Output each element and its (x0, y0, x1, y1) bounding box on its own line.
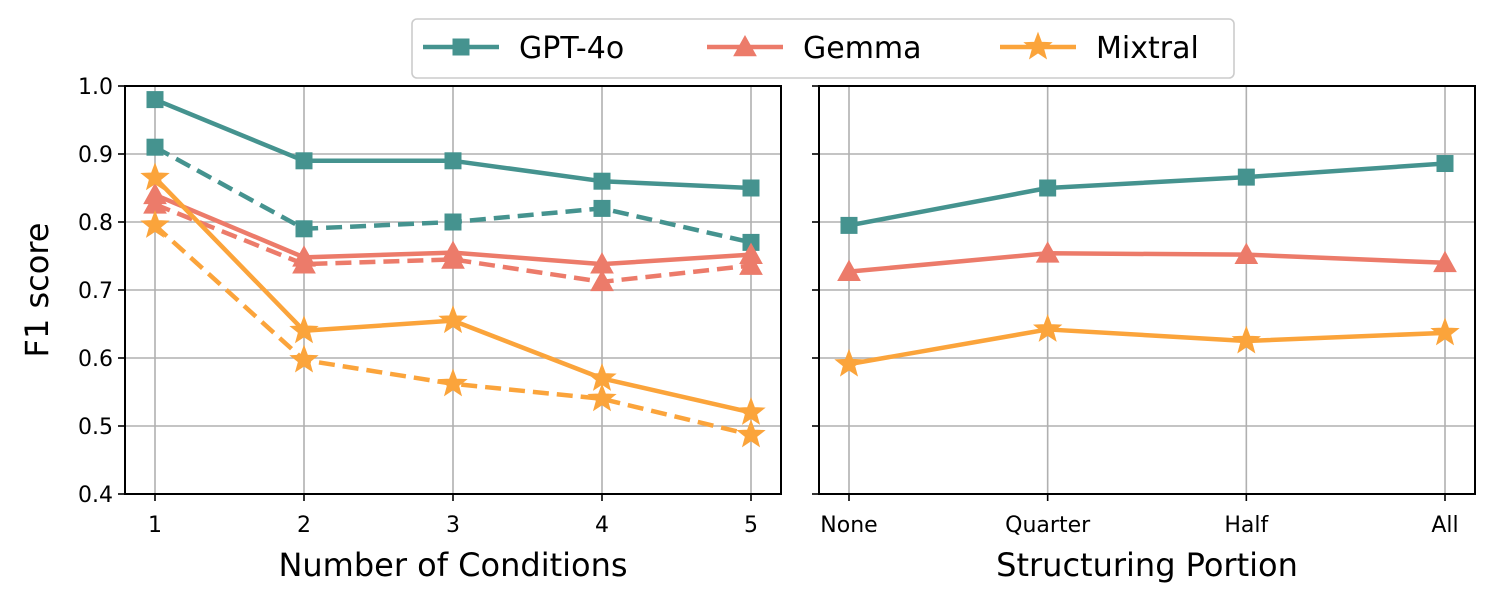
data-point (742, 179, 760, 197)
y-tick-label: 0.4 (78, 483, 113, 508)
x-tick-label-none: None (820, 513, 877, 538)
series-line (848, 161, 1446, 228)
series-gpt-4o-dashed (146, 138, 760, 251)
data-point (587, 383, 617, 412)
series-gemma-solid (837, 241, 1457, 281)
legend-label: Gemma (803, 31, 922, 66)
series-line (848, 327, 1446, 367)
y-tick-label: 0.9 (78, 143, 113, 168)
series-mixtral-dashed (140, 209, 766, 448)
data-point (590, 269, 614, 292)
data-point (1035, 241, 1060, 263)
x-tick-label-2: 2 (297, 513, 311, 538)
series-gemma-dashed (143, 192, 763, 292)
grid (125, 85, 781, 495)
y-tick-label: 0.7 (78, 279, 113, 304)
data-point (837, 259, 861, 281)
x-tick-label-5: 5 (744, 513, 758, 538)
series-mixtral-solid (140, 162, 766, 425)
data-point (1032, 314, 1063, 342)
data-point (292, 252, 316, 274)
legend-label: Mixtral (1096, 31, 1199, 66)
legend-entry-mixtral: Mixtral (1000, 31, 1199, 66)
data-point (295, 152, 313, 170)
data-point (1436, 155, 1454, 173)
series-line (154, 202, 752, 285)
data-point (140, 209, 170, 238)
y-tick-label: 0.6 (78, 347, 113, 372)
data-point (1234, 242, 1259, 264)
data-point (444, 152, 462, 170)
data-point (438, 305, 468, 334)
series-gpt-4o-solid (840, 155, 1454, 234)
x-tick-label-1: 1 (148, 513, 162, 538)
data-point (739, 253, 763, 275)
y-axis-label: F1 score (18, 223, 56, 358)
data-point (736, 396, 766, 425)
series-gpt-4o-solid (146, 91, 760, 197)
x-axis-label-left: Number of Conditions (278, 546, 627, 584)
legend-entry-gpt-4o: GPT-4o (423, 31, 624, 66)
y-tick-label: 0.5 (78, 415, 113, 440)
series-line (848, 251, 1446, 274)
data-point (1430, 317, 1460, 346)
data-point (140, 162, 170, 191)
y-tick-label: 1.0 (78, 75, 113, 100)
y-tick-label: 0.8 (78, 211, 113, 236)
data-point (146, 91, 164, 109)
data-point (438, 368, 468, 397)
legend-label: GPT-4o (519, 31, 624, 66)
data-point (289, 344, 319, 373)
data-point (736, 419, 766, 448)
data-point (289, 315, 319, 344)
panel-structuring-portion: None Quarter Half All (812, 85, 1476, 538)
data-point (1231, 325, 1262, 354)
legend-entry-gemma: Gemma (707, 31, 922, 66)
panel-number-of-conditions: 0.4 0.5 0.6 0.7 0.8 0.9 1.0 1 2 3 4 5 (78, 75, 782, 538)
data-point (1237, 168, 1255, 186)
x-tick-label-3: 3 (446, 513, 460, 538)
x-tick-label-4: 4 (595, 513, 609, 538)
data-point (1039, 179, 1057, 197)
legend-marker (1023, 31, 1053, 60)
legend-marker (733, 34, 757, 57)
legend-frame (411, 18, 1235, 79)
x-tick-label-half: Half (1224, 513, 1269, 538)
legend-marker (452, 38, 470, 56)
grid (819, 85, 1475, 495)
data-point (840, 216, 858, 234)
data-point (295, 220, 313, 238)
data-point (441, 247, 465, 269)
x-axis-label-right: Structuring Portion (996, 546, 1298, 584)
data-point (146, 138, 164, 156)
series-mixtral-solid (834, 314, 1460, 377)
data-point (444, 213, 462, 231)
legend: GPT-4o Gemma Mixtral (411, 18, 1235, 79)
x-tick-label-all: All (1431, 513, 1458, 538)
data-point (593, 172, 611, 190)
x-tick-label-quarter: Quarter (1005, 513, 1091, 538)
data-point (1433, 250, 1457, 273)
data-point (593, 199, 611, 217)
data-point (834, 348, 864, 377)
